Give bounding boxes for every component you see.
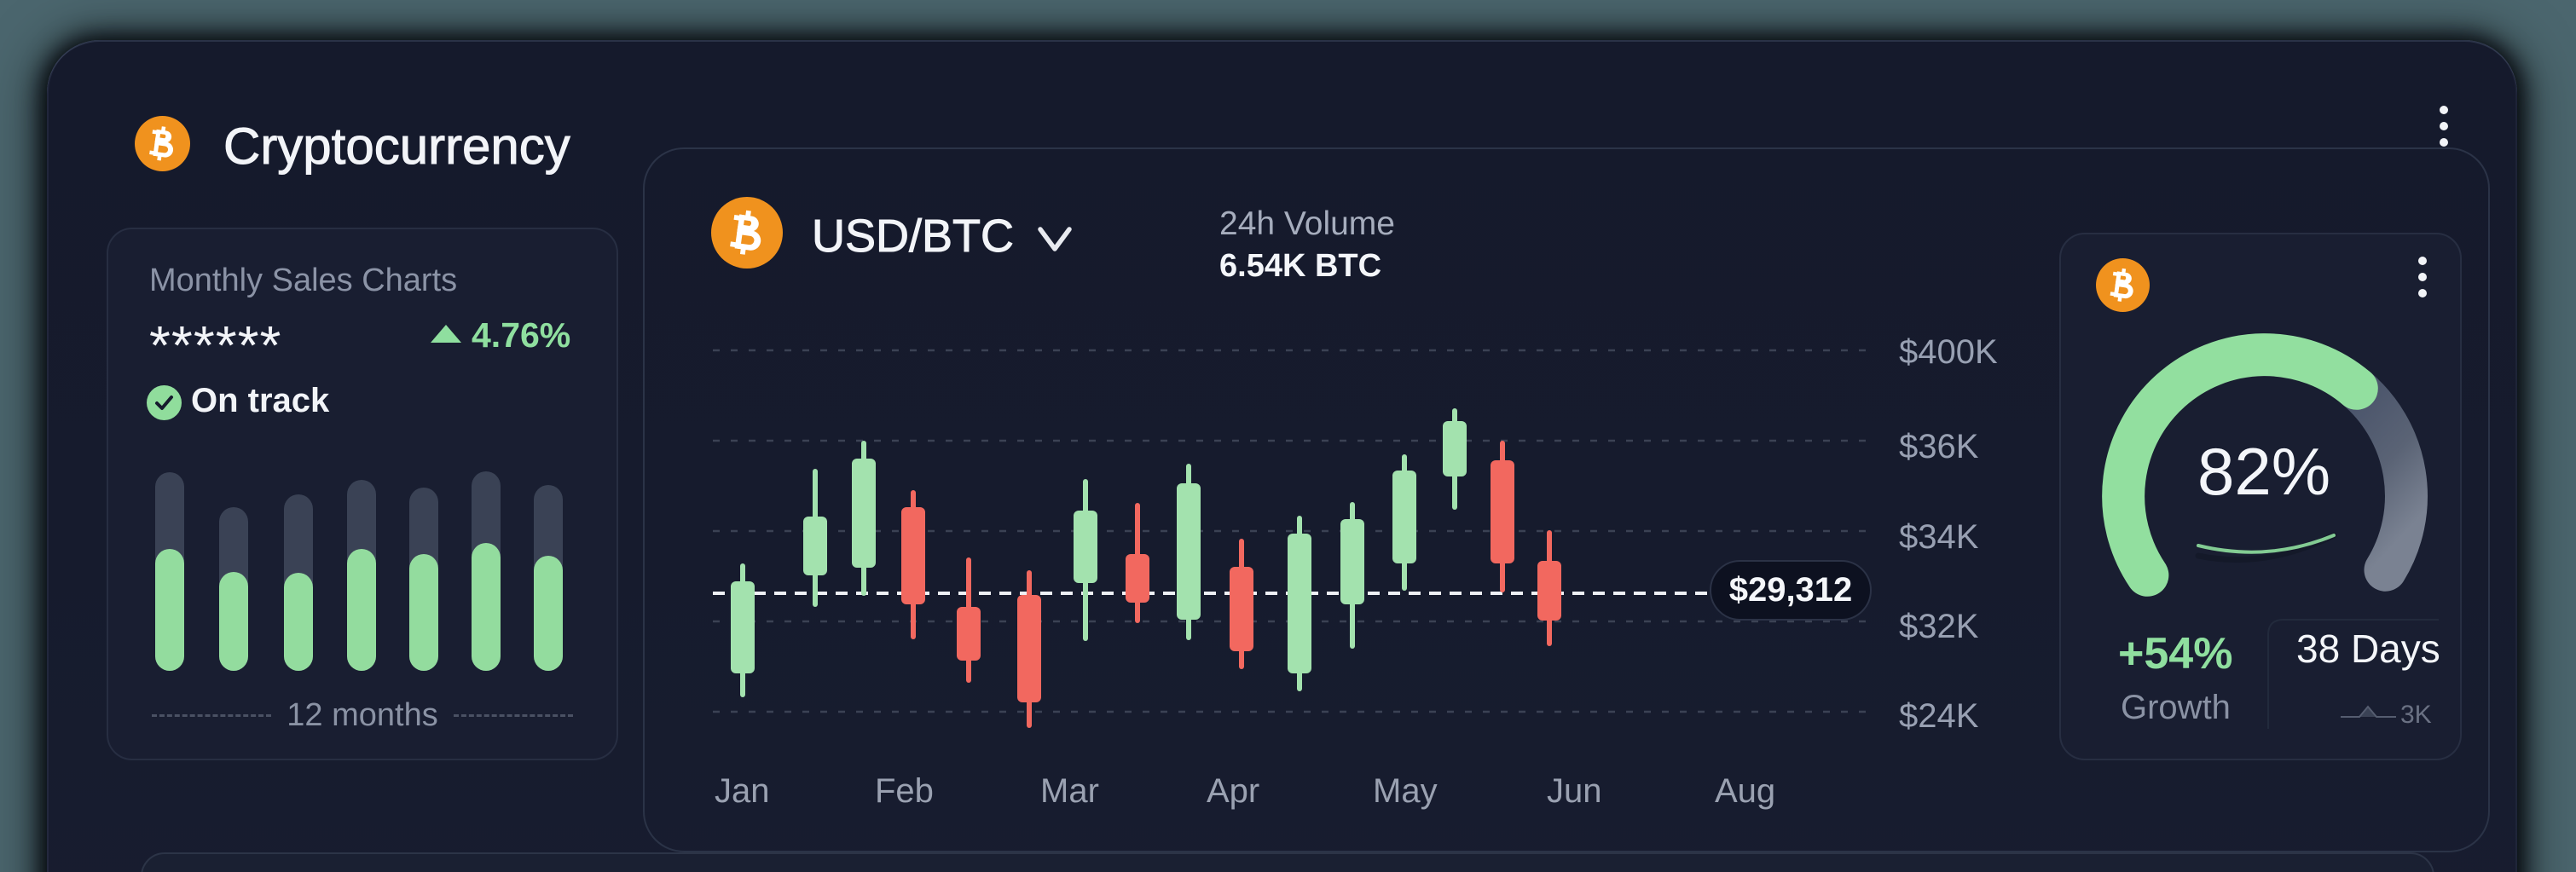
svg-text:3K: 3K <box>2400 701 2432 729</box>
